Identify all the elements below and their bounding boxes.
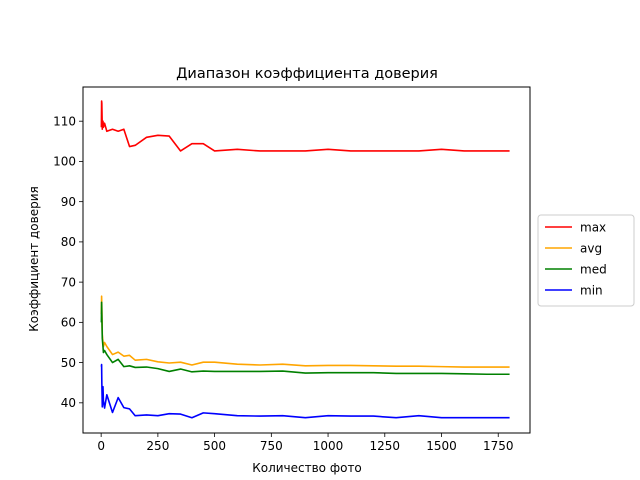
- y-tick-label-3: 70: [61, 275, 76, 289]
- y-tick-label-6: 100: [53, 155, 76, 169]
- legend-label-avg: avg: [580, 241, 602, 255]
- y-tick-label-5: 90: [61, 195, 76, 209]
- legend-label-max: max: [580, 220, 606, 234]
- series-line-med: [100, 301, 510, 376]
- series-line-max: [100, 100, 510, 152]
- x-tick-label-7: 1750: [483, 439, 514, 453]
- x-tick-label-3: 750: [260, 439, 283, 453]
- legend: max avg med min: [537, 214, 635, 307]
- y-axis: 40 50 60 70 80 90 100 110: [53, 114, 83, 410]
- x-tick-label-1: 250: [146, 439, 169, 453]
- x-tick-label-0: 0: [97, 439, 105, 453]
- legend-box: [537, 214, 635, 307]
- y-tick-label-1: 50: [61, 356, 76, 370]
- x-tick-label-4: 1000: [313, 439, 344, 453]
- y-tick-label-4: 80: [61, 235, 76, 249]
- plot-frame: [82, 86, 531, 434]
- x-axis-label: Количество фото: [252, 461, 362, 475]
- plot-area: [100, 100, 510, 419]
- y-tick-label-2: 60: [61, 316, 76, 330]
- x-tick-label-5: 1250: [370, 439, 401, 453]
- series-line-min: [100, 363, 510, 419]
- y-tick-label-7: 110: [53, 114, 76, 128]
- x-axis: 0 250 500 750 1000 1250 1500 1750: [97, 433, 514, 453]
- legend-label-min: min: [580, 283, 603, 297]
- series-line-avg: [100, 295, 510, 368]
- x-tick-label-2: 500: [203, 439, 226, 453]
- chart-title: Диапазон коэффициента доверия: [176, 66, 438, 82]
- y-tick-label-0: 40: [61, 396, 76, 410]
- legend-label-med: med: [580, 262, 607, 276]
- x-tick-label-6: 1500: [426, 439, 457, 453]
- y-axis-label: Коэффициент доверия: [27, 186, 41, 332]
